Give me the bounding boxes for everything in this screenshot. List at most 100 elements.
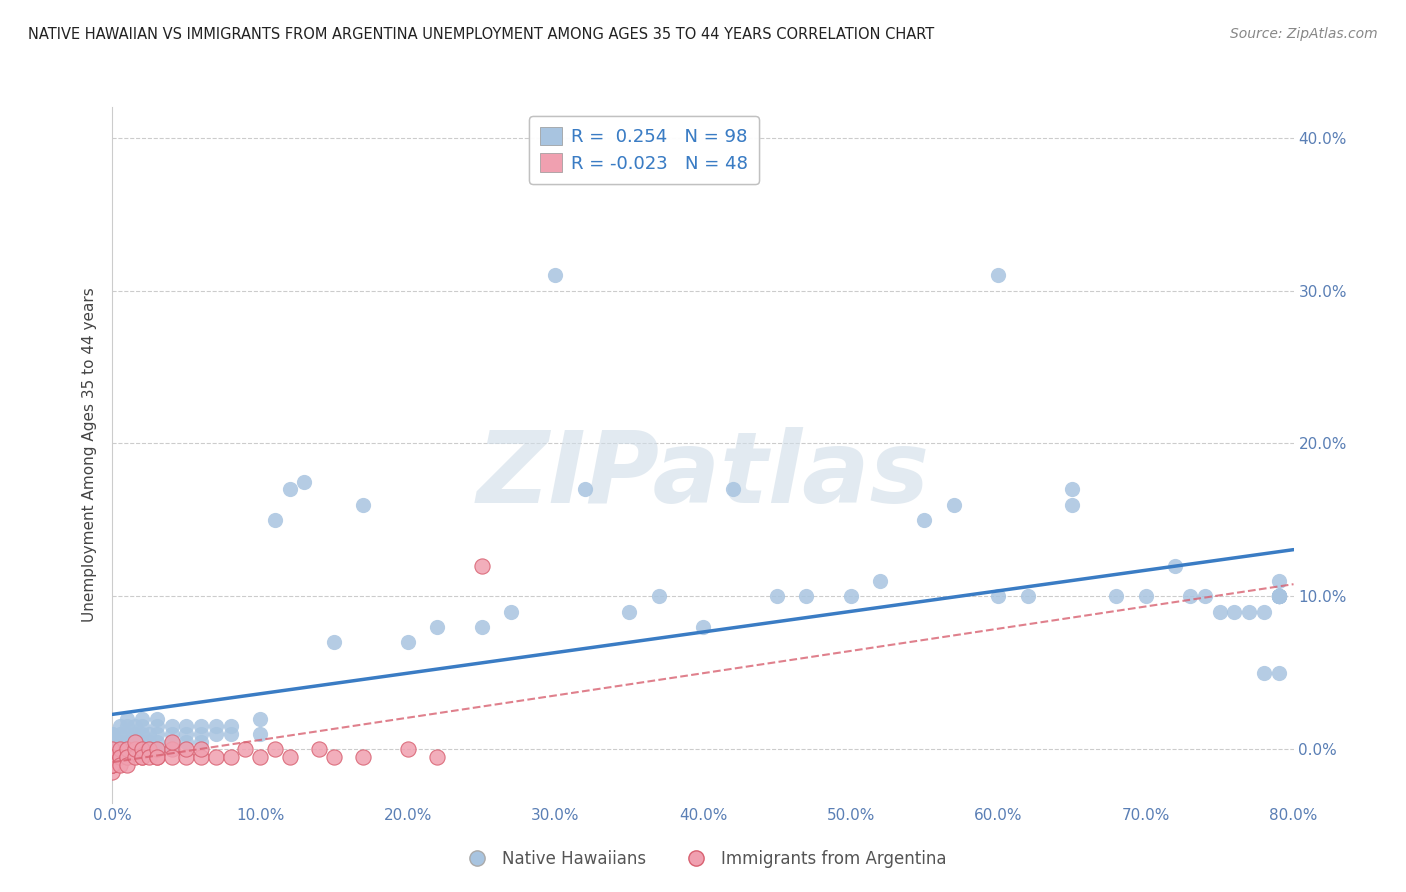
Point [108,750,131,764]
Point [174,734,197,748]
Point [101,750,124,764]
Point [101,727,124,741]
Point [117,757,138,772]
Point [987,268,1010,283]
Point [1105,590,1128,604]
Point [174,750,197,764]
Point [101,734,124,748]
Point [205,750,228,764]
Point [264,742,287,756]
Point [1253,665,1275,680]
Point [174,719,197,733]
Point [1268,665,1291,680]
Point [1178,590,1201,604]
Point [396,635,419,649]
Point [146,719,169,733]
Point [108,734,131,748]
Point [292,475,315,489]
Point [987,590,1010,604]
Legend: R =  0.254   N = 98, R = -0.023   N = 48: R = 0.254 N = 98, R = -0.023 N = 48 [529,116,759,184]
Point [264,513,287,527]
Point [766,590,789,604]
Point [1268,590,1291,604]
Point [1062,498,1084,512]
Point [249,727,271,741]
Point [138,734,160,748]
Point [1239,605,1261,619]
Point [124,719,146,733]
Point [160,742,183,756]
Point [1268,590,1291,604]
Point [117,742,138,756]
Point [1194,590,1216,604]
Point [146,742,169,756]
Point [1268,590,1291,604]
Point [146,727,169,741]
Point [174,742,197,756]
Point [124,742,146,756]
Point [101,757,124,772]
Point [108,742,131,756]
Point [1268,590,1291,604]
Point [942,498,965,512]
Point [249,712,271,726]
Text: ZIPatlas: ZIPatlas [477,427,929,524]
Point [1062,483,1084,497]
Point [124,742,146,756]
Point [117,750,138,764]
Point [131,750,153,764]
Point [869,574,891,588]
Point [101,742,124,756]
Point [117,742,138,756]
Point [1135,590,1157,604]
Point [131,742,153,756]
Point [124,727,146,741]
Point [138,727,160,741]
Point [160,734,183,748]
Point [914,513,936,527]
Point [721,483,744,497]
Point [124,734,146,748]
Point [146,742,169,756]
Point [101,757,124,772]
Point [1017,590,1039,604]
Point [470,620,494,634]
Point [101,765,124,780]
Point [501,605,523,619]
Point [131,750,153,764]
Point [146,750,169,764]
Point [190,742,212,756]
Point [1208,605,1232,619]
Point [1164,558,1187,573]
Point [574,483,596,497]
Point [146,712,169,726]
Point [174,727,197,741]
Point [278,483,301,497]
Point [1268,590,1291,604]
Point [323,635,346,649]
Point [101,757,124,772]
Point [160,727,183,741]
Point [544,268,567,283]
Legend: Native Hawaiians, Immigrants from Argentina: Native Hawaiians, Immigrants from Argent… [453,844,953,875]
Point [117,750,138,764]
Point [352,750,374,764]
Point [108,719,131,733]
Point [647,590,671,604]
Point [796,590,818,604]
Point [190,727,212,741]
Point [101,727,124,741]
Point [219,719,242,733]
Point [108,750,131,764]
Point [219,727,242,741]
Text: NATIVE HAWAIIAN VS IMMIGRANTS FROM ARGENTINA UNEMPLOYMENT AMONG AGES 35 TO 44 YE: NATIVE HAWAIIAN VS IMMIGRANTS FROM ARGEN… [28,27,935,42]
Point [101,742,124,756]
Point [396,742,419,756]
Point [233,742,256,756]
Point [146,734,169,748]
Point [1223,605,1246,619]
Text: Source: ZipAtlas.com: Source: ZipAtlas.com [1230,27,1378,41]
Point [131,719,153,733]
Point [160,734,183,748]
Point [839,590,862,604]
